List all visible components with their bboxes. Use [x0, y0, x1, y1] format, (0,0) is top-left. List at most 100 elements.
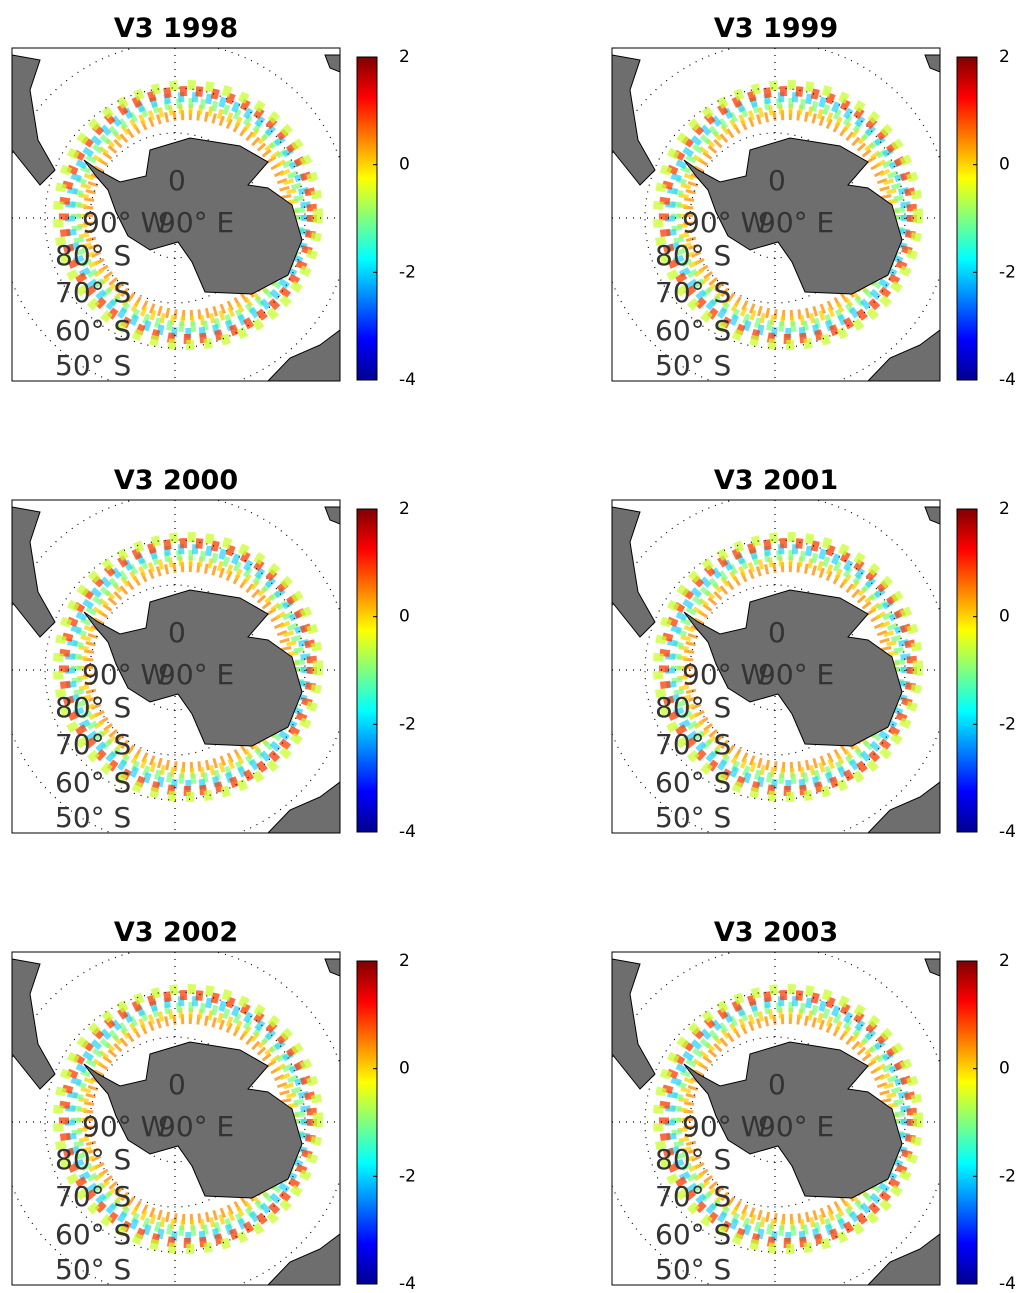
ice-ring	[65, 544, 311, 790]
ice-ring	[653, 532, 923, 802]
parallel-label: 60° S	[55, 766, 131, 799]
parallel-label: 80° S	[55, 691, 131, 724]
parallel-label: 70° S	[655, 276, 731, 309]
meridian-label: 90° W	[682, 1110, 768, 1143]
colorbar-tick-label: -4	[999, 370, 1016, 390]
colorbar-tick-label: -2	[999, 714, 1016, 734]
ice-ring	[59, 990, 317, 1248]
parallel-label: 80° S	[655, 691, 731, 724]
parallel-label: 50° S	[55, 349, 131, 382]
south-america	[12, 506, 56, 638]
colorbar-tick-label: 0	[399, 1059, 410, 1079]
new-zealand	[267, 781, 340, 833]
islands	[324, 958, 340, 977]
colorbar	[956, 508, 978, 833]
new-zealand	[267, 329, 340, 381]
islands	[924, 54, 940, 73]
ice-ring	[665, 996, 911, 1242]
graticule	[44, 991, 306, 1253]
ice-ring	[671, 98, 905, 332]
ice-ring	[59, 538, 317, 796]
ice-ring	[671, 1002, 905, 1236]
meridian-label: 90° E	[158, 658, 234, 691]
colorbar-tick-label: 2	[999, 499, 1010, 519]
meridian-label: 90° E	[758, 658, 834, 691]
map	[612, 952, 940, 1285]
ice-ring	[71, 1002, 305, 1236]
colorbar-tick-label: -2	[399, 714, 416, 734]
meridian-label: 90° E	[758, 1110, 834, 1143]
meridian-label: 0	[768, 616, 786, 649]
ice-ring	[59, 86, 317, 344]
antarctica	[83, 137, 303, 295]
parallel-label: 80° S	[655, 1143, 731, 1176]
south-america	[612, 54, 656, 186]
graticule	[644, 87, 906, 349]
islands	[924, 506, 940, 525]
parallel-label: 70° S	[655, 1180, 731, 1213]
colorbar	[956, 56, 978, 381]
islands	[924, 958, 940, 977]
new-zealand	[867, 1233, 940, 1285]
parallel-label: 60° S	[55, 1218, 131, 1251]
islands	[324, 506, 340, 525]
map-frame	[11, 47, 341, 382]
meridian-label: 90° W	[682, 206, 768, 239]
colorbar-tick-label: -4	[999, 1274, 1016, 1293]
antarctica	[683, 1041, 903, 1199]
meridian-label: 90° W	[82, 1110, 168, 1143]
colorbar-tick-label: 2	[999, 951, 1010, 971]
colorbar-tick-label: 0	[999, 607, 1010, 627]
colorbar	[956, 960, 978, 1285]
colorbar-tick-label: -2	[399, 262, 416, 282]
colorbar	[356, 56, 378, 381]
colorbar-tick-label: 0	[399, 155, 410, 175]
ice-ring	[53, 532, 323, 802]
antarctica	[683, 589, 903, 747]
ice-ring	[65, 92, 311, 338]
parallel-label: 70° S	[655, 728, 731, 761]
parallel-label: 70° S	[55, 276, 131, 309]
colorbar-tick-label: 2	[399, 951, 410, 971]
ice-ring	[659, 538, 917, 796]
graticule	[644, 991, 906, 1253]
ice-ring	[659, 86, 917, 344]
ice-ring	[53, 80, 323, 350]
colorbar-tick-label: -4	[399, 1274, 416, 1293]
new-zealand	[867, 329, 940, 381]
meridian-label: 90° W	[82, 658, 168, 691]
parallel-label: 60° S	[655, 314, 731, 347]
meridian-label: 0	[168, 164, 186, 197]
meridian-label: 0	[768, 1068, 786, 1101]
meridian-label: 0	[168, 616, 186, 649]
antarctica	[683, 137, 903, 295]
meridian-label: 90° E	[158, 206, 234, 239]
ice-ring	[71, 550, 305, 784]
colorbar	[356, 960, 378, 1285]
ice-ring	[665, 92, 911, 338]
map	[12, 48, 340, 381]
colorbar-tick-label: 2	[399, 499, 410, 519]
parallel-label: 70° S	[55, 728, 131, 761]
map	[12, 952, 340, 1285]
ice-ring	[653, 80, 923, 350]
new-zealand	[267, 1233, 340, 1285]
islands	[324, 54, 340, 73]
parallel-label: 80° S	[55, 1143, 131, 1176]
parallel-label: 60° S	[55, 314, 131, 347]
ice-ring	[65, 996, 311, 1242]
colorbar-tick-label: 0	[399, 607, 410, 627]
map-frame	[11, 499, 341, 834]
colorbar	[356, 508, 378, 833]
map-frame	[611, 47, 941, 382]
map	[612, 48, 940, 381]
ice-ring	[659, 990, 917, 1248]
parallel-label: 50° S	[655, 349, 731, 382]
parallel-label: 60° S	[655, 1218, 731, 1251]
